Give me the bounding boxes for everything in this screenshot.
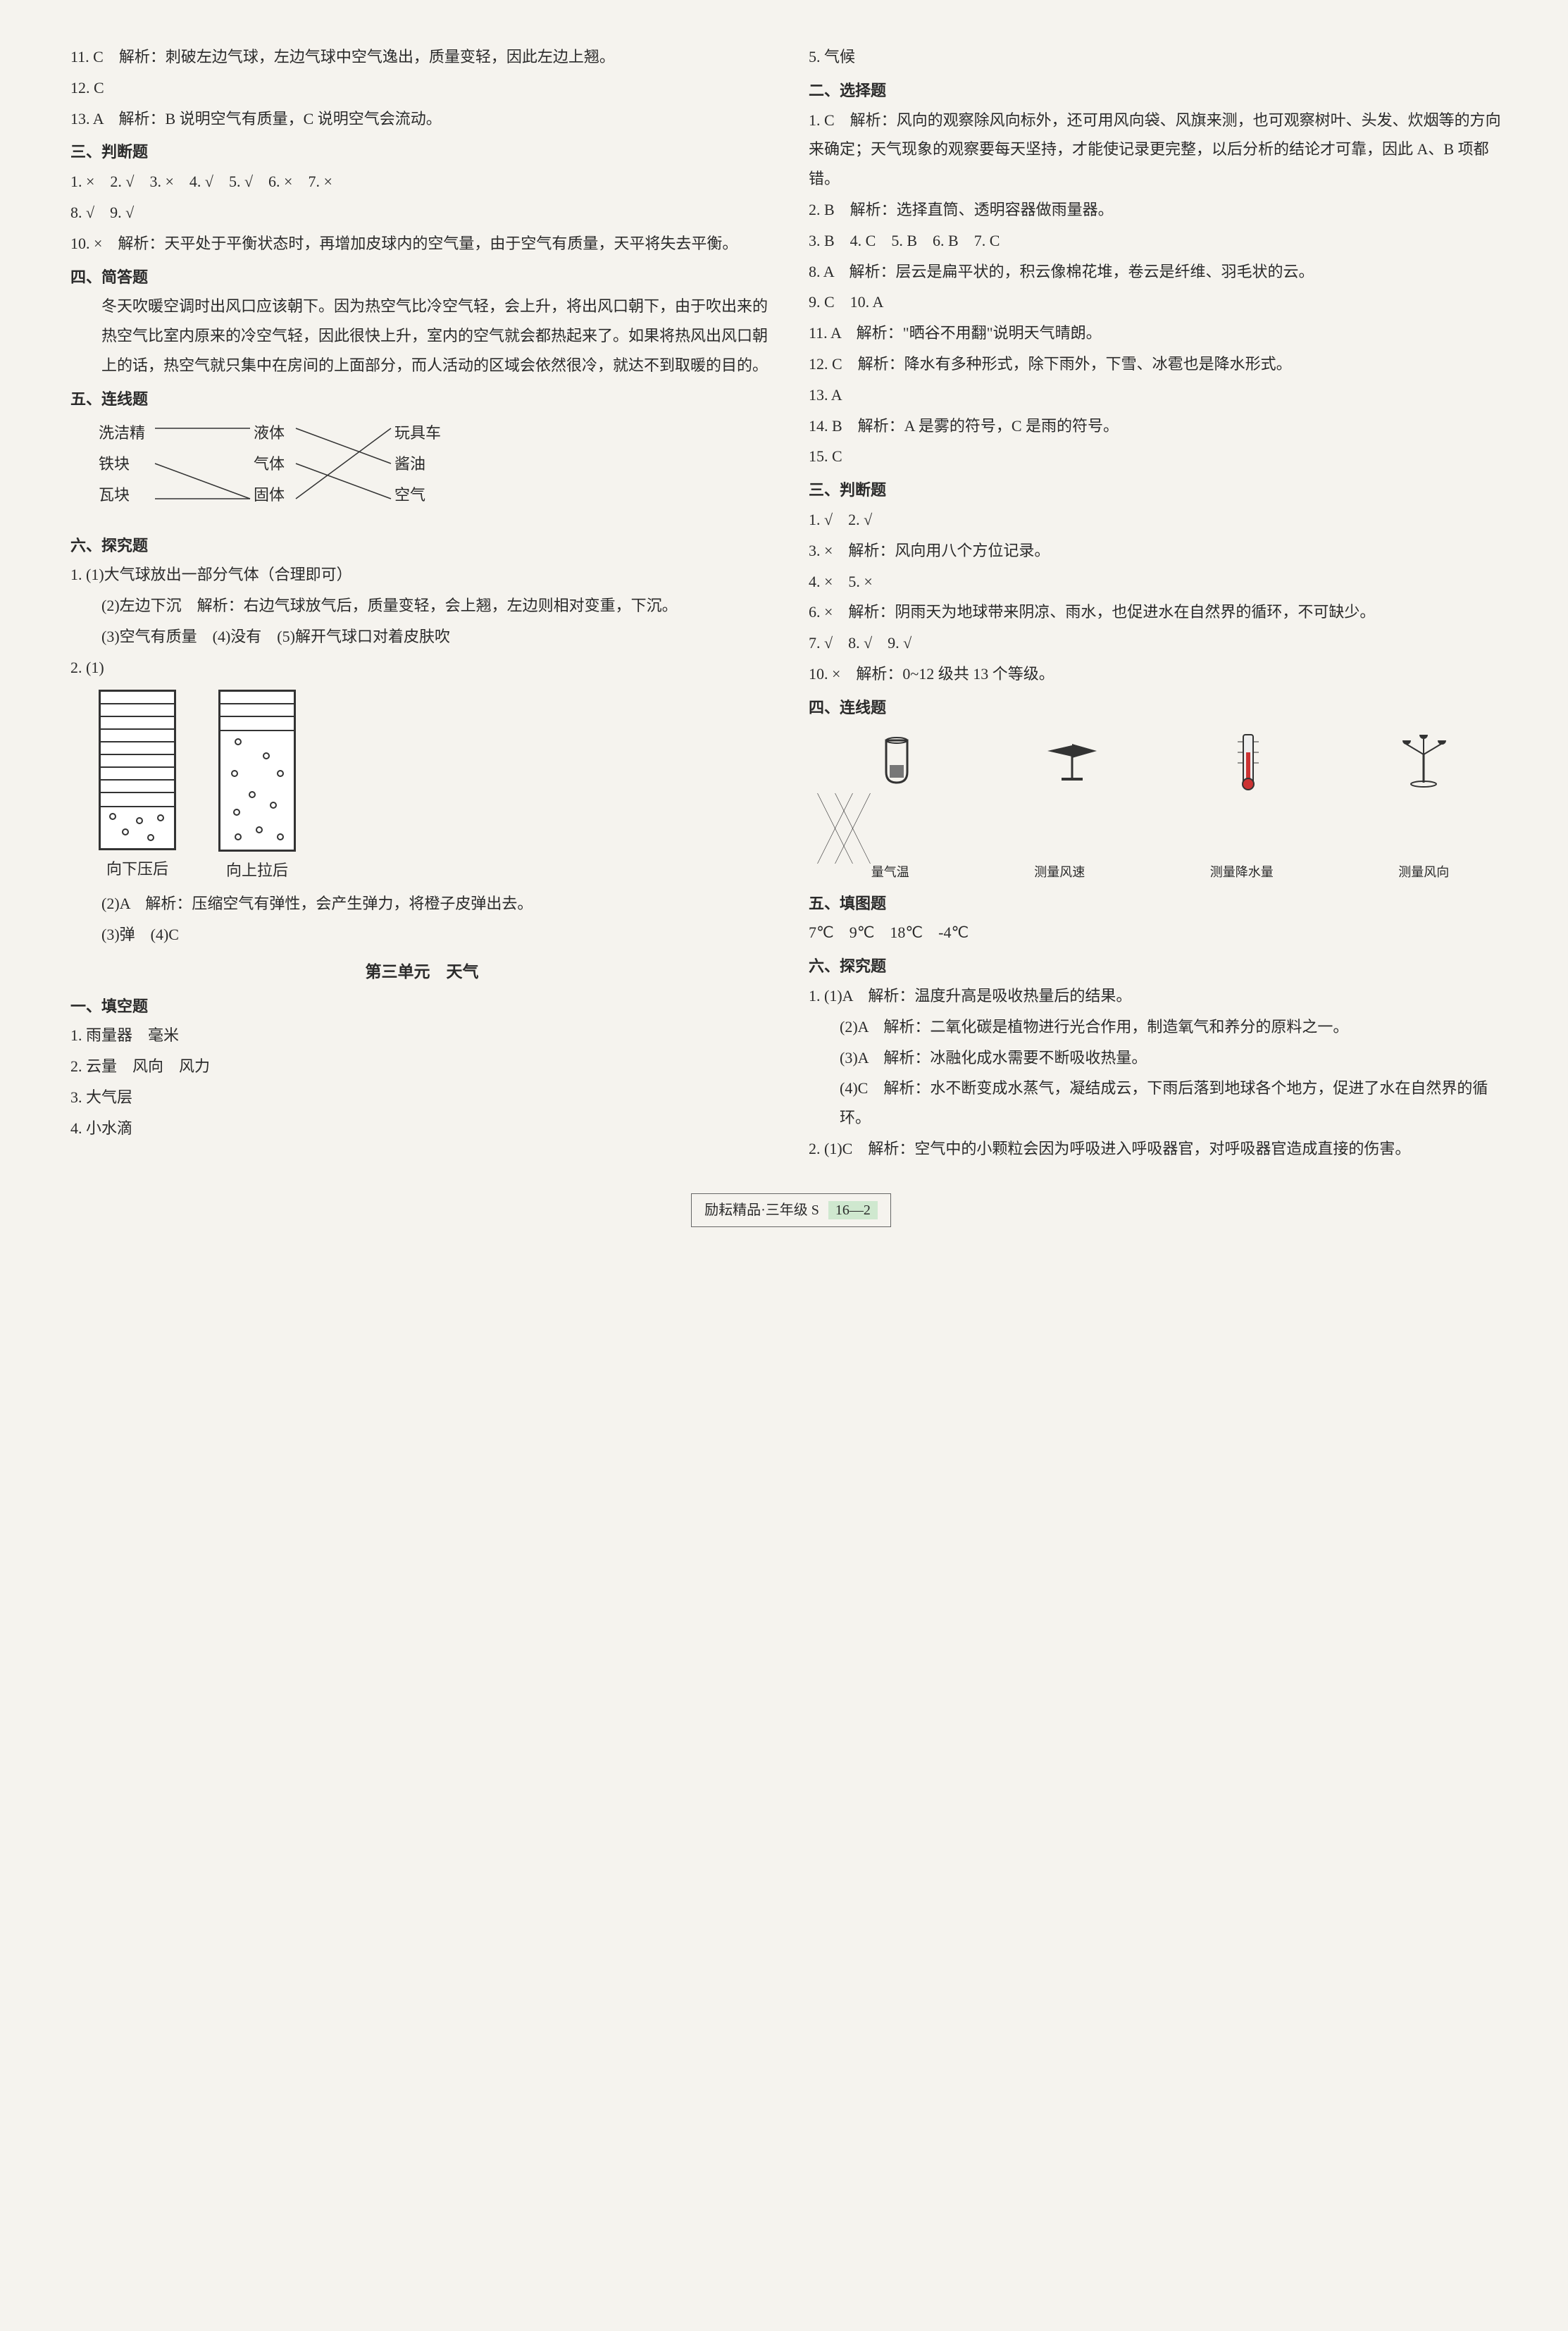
weather-match-diagram: 量气温 测量风速 测量降水量 测量风向 (809, 730, 1512, 885)
weather-icons-row (809, 730, 1512, 793)
u6-title: 六、探究题 (809, 952, 1512, 981)
u1-5: 5. 气候 (809, 42, 1512, 72)
u3-4: 4. × 5. × (809, 567, 1512, 597)
footer-badge: 励耘精品·三年级 S 16—2 (691, 1193, 891, 1227)
sec5-title: 五、连线题 (70, 385, 773, 414)
experiment-diagram: 向下压后 (99, 690, 773, 885)
u4-title: 四、连线题 (809, 693, 1512, 723)
footer-text: 励耘精品·三年级 S (704, 1202, 819, 1218)
u1-4: 4. 小水滴 (70, 1114, 773, 1143)
u2-2: 2. B 解析：选择直筒、透明容器做雨量器。 (809, 195, 1512, 225)
left-column: 11. C 解析：刺破左边气球，左边气球中空气逸出，质量变轻，因此左边上翘。 1… (70, 42, 773, 1165)
u3-7: 7. √ 8. √ 9. √ (809, 628, 1512, 658)
weather-lines-svg (809, 793, 879, 864)
u2-14: 14. B 解析：A 是雾的符号，C 是雨的符号。 (809, 411, 1512, 441)
wind-vane-icon (1040, 730, 1104, 793)
s3-3: 10. × 解析：天平处于平衡状态时，再增加皮球内的空气量，由于空气有质量，天平… (70, 229, 773, 259)
sec4-title: 四、简答题 (70, 263, 773, 292)
s3-1: 1. × 2. √ 3. × 4. √ 5. √ 6. × 7. × (70, 167, 773, 197)
sec3-title: 三、判断题 (70, 137, 773, 167)
thermometer-icon (1217, 730, 1280, 793)
sec6-title: 六、探究题 (70, 531, 773, 561)
s6-2-3: (3)弹 (4)C (70, 920, 773, 950)
u1-2: 2. 云量 风向 风力 (70, 1052, 773, 1081)
match-lines-svg (70, 418, 773, 524)
rain-gauge-icon (865, 730, 928, 793)
u2-11: 11. A 解析："晒谷不用翻"说明天气晴朗。 (809, 318, 1512, 348)
u3-10: 10. × 解析：0~12 级共 13 个等级。 (809, 659, 1512, 689)
q12: 12. C (70, 73, 773, 103)
s6-1-1: 1. (1)大气球放出一部分气体（合理即可） (70, 560, 773, 590)
u3-3: 3. × 解析：风向用八个方位记录。 (809, 536, 1512, 566)
u3-1: 1. √ 2. √ (809, 505, 1512, 535)
u2-1: 1. C 解析：风向的观察除风向标外，还可用风向袋、风旗来测，也可观察树叶、头发… (809, 106, 1512, 194)
page-content: 11. C 解析：刺破左边气球，左边气球中空气逸出，质量变轻，因此左边上翘。 1… (70, 42, 1512, 1165)
u5-title: 五、填图题 (809, 889, 1512, 919)
w-label-2: 测量降水量 (1210, 860, 1274, 884)
u2-9: 9. C 10. A (809, 287, 1512, 317)
u1-3: 3. 大气层 (70, 1083, 773, 1112)
u6-2: 2. (1)C 解析：空气中的小颗粒会因为呼吸进入呼吸器官，对呼吸器官造成直接的… (809, 1134, 1512, 1164)
cylinder-up (218, 690, 296, 852)
u2-3: 3. B 4. C 5. B 6. B 7. C (809, 226, 1512, 256)
u3-title: 三、判断题 (809, 475, 1512, 505)
anemometer-icon (1392, 730, 1455, 793)
exp-label-1: 向下压后 (99, 854, 176, 884)
page-footer: 励耘精品·三年级 S 16—2 (70, 1193, 1512, 1227)
w-label-3: 测量风向 (1398, 860, 1449, 884)
u2-title: 二、选择题 (809, 76, 1512, 106)
s3-2: 8. √ 9. √ (70, 198, 773, 228)
q13: 13. A 解析：B 说明空气有质量，C 说明空气会流动。 (70, 104, 773, 134)
unit3-title: 第三单元 天气 (70, 957, 773, 988)
u2-13: 13. A (809, 380, 1512, 410)
cylinder-down (99, 690, 176, 850)
exp-unit-1: 向下压后 (99, 690, 176, 885)
w-label-1: 测量风速 (1034, 860, 1085, 884)
u2-8: 8. A 解析：层云是扁平状的，积云像棉花堆，卷云是纤维、羽毛状的云。 (809, 257, 1512, 287)
right-column: 5. 气候 二、选择题 1. C 解析：风向的观察除风向标外，还可用风向袋、风旗… (809, 42, 1512, 1165)
u6-1-4: (4)C 解析：水不断变成水蒸气，凝结成云，下雨后落到地球各个地方，促进了水在自… (809, 1074, 1512, 1133)
footer-page: 16—2 (828, 1201, 878, 1219)
exp-label-2: 向上拉后 (218, 856, 296, 885)
s6-1-3: (3)空气有质量 (4)没有 (5)解开气球口对着皮肤吹 (70, 622, 773, 652)
u6-1-3: (3)A 解析：冰融化成水需要不断吸收热量。 (809, 1043, 1512, 1073)
s4-body: 冬天吹暖空调时出风口应该朝下。因为热空气比冷空气轻，会上升，将出风口朝下，由于吹… (70, 292, 773, 380)
u5-vals: 7℃ 9℃ 18℃ -4℃ (809, 918, 1512, 947)
match-diagram: 洗洁精 铁块 瓦块 液体 气体 固体 玩具车 酱油 空气 (70, 418, 773, 524)
u6-1-1: 1. (1)A 解析：温度升高是吸收热量后的结果。 (809, 981, 1512, 1011)
u2-15: 15. C (809, 442, 1512, 471)
s6-1-2: (2)左边下沉 解析：右边气球放气后，质量变轻，会上翘，左边则相对变重，下沉。 (70, 591, 773, 621)
exp-unit-2: 向上拉后 (218, 690, 296, 885)
s6-2-head: 2. (1) (70, 653, 773, 683)
u3-6: 6. × 解析：阴雨天为地球带来阴凉、雨水，也促进水在自然界的循环，不可缺少。 (809, 597, 1512, 627)
q11: 11. C 解析：刺破左边气球，左边气球中空气逸出，质量变轻，因此左边上翘。 (70, 42, 773, 72)
u2-12: 12. C 解析：降水有多种形式，除下雨外，下雪、冰雹也是降水形式。 (809, 349, 1512, 379)
u1-1: 1. 雨量器 毫米 (70, 1021, 773, 1050)
u6-1-2: (2)A 解析：二氧化碳是植物进行光合作用，制造氧气和养分的原料之一。 (809, 1012, 1512, 1042)
weather-labels-row: 量气温 测量风速 测量降水量 测量风向 (809, 860, 1512, 884)
s6-2-2: (2)A 解析：压缩空气有弹性，会产生弹力，将橙子皮弹出去。 (70, 889, 773, 919)
w-label-0: 量气温 (871, 860, 909, 884)
u1-title: 一、填空题 (70, 992, 773, 1021)
